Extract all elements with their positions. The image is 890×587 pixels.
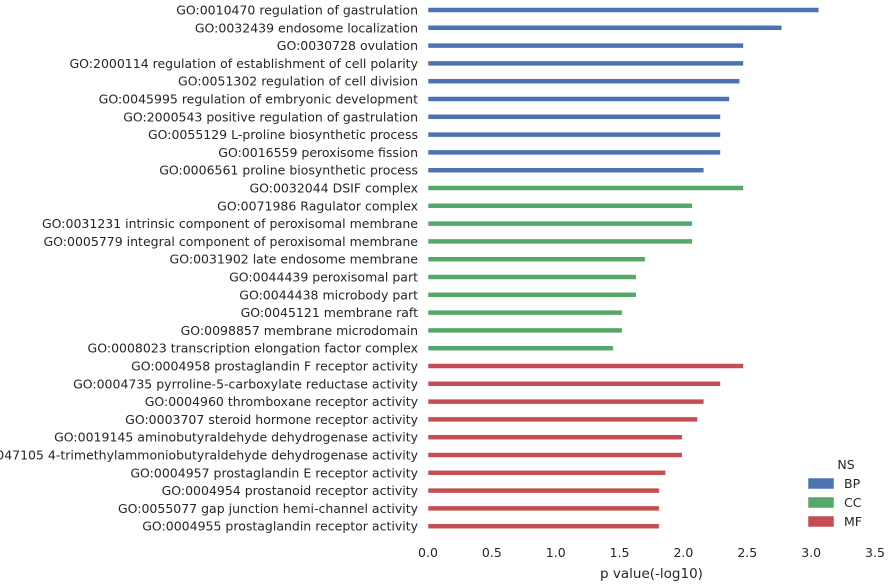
bar-mf <box>427 381 721 387</box>
category-label: GO:0045121 membrane raft <box>241 305 419 320</box>
bar-bp <box>427 78 740 84</box>
category-label: GO:0004958 prostaglandin F receptor acti… <box>131 359 419 374</box>
category-label: GO:0045995 regulation of embryonic devel… <box>99 92 418 107</box>
bar-bp <box>427 42 744 49</box>
x-tick-labels: 0.0 0.5 1.0 1.5 2.0 2.5 3.0 3.5 <box>418 545 885 560</box>
bar-mf <box>427 452 683 458</box>
category-label: GO:0006561 proline biosynthetic process <box>159 163 418 178</box>
category-label: GO:0005779 integral component of peroxis… <box>44 234 419 249</box>
bar-bp <box>427 25 783 31</box>
bar-bp <box>427 149 721 156</box>
category-label: GO:0004954 prostanoid receptor activity <box>162 483 419 498</box>
category-label: GO:0016559 peroxisome fission <box>218 145 418 160</box>
category-label: GO:2000114 regulation of establishment o… <box>69 56 418 71</box>
bar-cc <box>427 203 693 209</box>
bar-cc <box>427 220 693 227</box>
category-label: GO:0004735 pyrroline-5-carboxylate reduc… <box>73 376 419 391</box>
bar-mf <box>427 398 705 405</box>
bar-cc <box>427 327 623 334</box>
bar-bp <box>427 167 705 173</box>
bar-cc <box>427 256 646 262</box>
category-label: GO:2000543 positive regulation of gastru… <box>123 109 418 124</box>
bar-bp <box>427 7 820 13</box>
x-axis-title: p value(-log10) <box>600 566 703 582</box>
bar-cc <box>427 185 744 191</box>
category-label: GO:0010470 regulation of gastrulation <box>176 3 418 18</box>
legend-label-cc: CC <box>844 495 862 510</box>
category-label: GO:0044438 microbody part <box>239 287 418 302</box>
bar-mf <box>427 416 698 423</box>
category-label: GO:0003707 steroid hormone receptor acti… <box>125 412 418 427</box>
category-label: GO:0098857 membrane microdomain <box>181 323 418 338</box>
x-tick-label: 2.5 <box>737 545 757 560</box>
category-label: GO:0004955 prostaglandin receptor activi… <box>142 519 418 534</box>
category-label: GO:0055077 gap junction hemi-channel act… <box>118 501 419 516</box>
bar-cc <box>427 309 623 316</box>
x-tick-label: 3.5 <box>865 545 885 560</box>
category-label: GO:0004957 prostaglandin E receptor acti… <box>130 465 418 480</box>
x-tick-label: 1.0 <box>546 545 566 560</box>
category-label: GO:0031902 late endosome membrane <box>170 252 419 267</box>
bar-mf <box>427 434 683 440</box>
x-tick-label: 0.5 <box>482 545 502 560</box>
bar-mf <box>427 523 660 529</box>
category-label: GO:0044439 peroxisomal part <box>229 270 418 285</box>
bar-bp <box>427 96 730 102</box>
legend-label-mf: MF <box>844 514 862 529</box>
bar-bp <box>427 60 744 67</box>
legend-swatch-cc <box>807 496 835 509</box>
legend-swatch-mf <box>807 515 835 528</box>
category-label: GO:0032439 endosome localization <box>195 20 418 35</box>
category-label: GO:0008023 transcription elongation fact… <box>88 341 418 356</box>
category-label: GO:0047105 4-trimethylammoniobutyraldehy… <box>0 448 419 463</box>
bar-bp <box>427 114 721 120</box>
bar-bp <box>427 131 721 138</box>
bar-mf <box>427 505 660 512</box>
category-label: GO:0051302 regulation of cell division <box>178 74 418 89</box>
bar-mf <box>427 363 744 369</box>
category-label: GO:0032044 DSIF complex <box>249 181 418 196</box>
bar-cc <box>427 274 637 280</box>
x-tick-label: 0.0 <box>418 545 438 560</box>
legend-swatch-bp <box>807 477 835 490</box>
bar-mf <box>427 470 666 476</box>
bar-mf <box>427 487 660 494</box>
category-label: GO:0019145 aminobutyraldehyde dehydrogen… <box>54 430 418 445</box>
x-tick-label: 3.0 <box>801 545 821 560</box>
category-label: GO:0004960 thromboxane receptor activity <box>145 394 419 409</box>
category-label: GO:0055129 L-proline biosynthetic proces… <box>148 127 418 142</box>
category-label: GO:0071986 Ragulator complex <box>217 198 418 213</box>
category-label: GO:0030728 ovulation <box>277 38 418 53</box>
legend: NS BP CC MF <box>807 457 862 529</box>
category-labels: GO:0010470 regulation of gastrulation GO:… <box>0 3 419 534</box>
bar-cc <box>427 345 614 351</box>
category-label: GO:0031231 intrinsic component of peroxi… <box>42 216 418 231</box>
bar-cc <box>427 238 693 245</box>
legend-title: NS <box>837 457 854 472</box>
x-tick-label: 1.5 <box>610 545 630 560</box>
bars-layer <box>427 7 820 529</box>
bar-cc <box>427 292 637 298</box>
legend-label-bp: BP <box>844 476 861 491</box>
x-tick-label: 2.0 <box>673 545 693 560</box>
